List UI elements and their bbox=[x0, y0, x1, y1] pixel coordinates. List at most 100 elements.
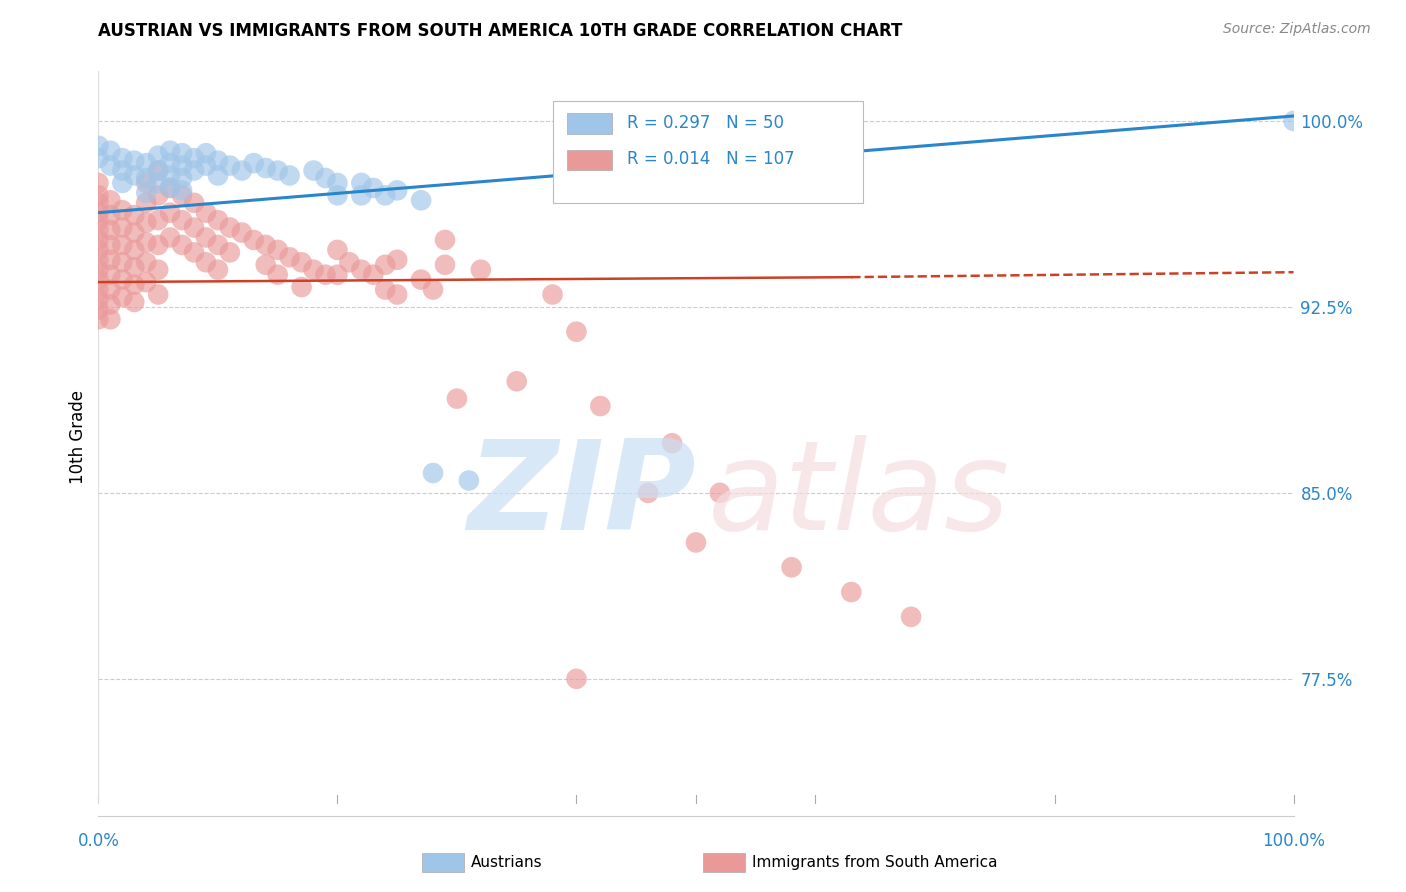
Point bbox=[172, 146, 194, 161]
Point bbox=[194, 205, 218, 219]
Point bbox=[900, 610, 922, 624]
Point bbox=[148, 176, 170, 190]
Point bbox=[350, 176, 373, 190]
Point bbox=[87, 223, 110, 237]
Point bbox=[194, 146, 218, 161]
Point bbox=[315, 171, 337, 186]
Point bbox=[87, 151, 110, 165]
Text: ZIP: ZIP bbox=[467, 435, 696, 556]
Point bbox=[339, 255, 360, 269]
Text: 100.0%: 100.0% bbox=[1263, 832, 1324, 850]
Point bbox=[302, 163, 325, 178]
Point bbox=[446, 392, 468, 406]
Text: Austrians: Austrians bbox=[471, 855, 543, 870]
Text: AUSTRIAN VS IMMIGRANTS FROM SOUTH AMERICA 10TH GRADE CORRELATION CHART: AUSTRIAN VS IMMIGRANTS FROM SOUTH AMERIC… bbox=[98, 22, 903, 40]
Point bbox=[124, 169, 146, 183]
Text: R = 0.297   N = 50: R = 0.297 N = 50 bbox=[627, 113, 783, 131]
Point bbox=[159, 156, 181, 170]
Point bbox=[374, 283, 396, 297]
Point bbox=[254, 258, 277, 272]
Point bbox=[87, 262, 110, 277]
Point bbox=[267, 243, 290, 257]
FancyBboxPatch shape bbox=[567, 113, 613, 134]
Point bbox=[159, 181, 181, 195]
Point bbox=[326, 268, 349, 282]
Point bbox=[207, 238, 229, 252]
Text: 0.0%: 0.0% bbox=[77, 832, 120, 850]
Point bbox=[87, 233, 110, 247]
Point bbox=[278, 250, 301, 264]
Point bbox=[87, 252, 110, 267]
Text: R = 0.014   N = 107: R = 0.014 N = 107 bbox=[627, 150, 794, 168]
Point bbox=[148, 213, 170, 227]
Point bbox=[231, 226, 253, 240]
Point bbox=[385, 287, 409, 301]
Point bbox=[363, 268, 385, 282]
Point bbox=[111, 272, 134, 286]
Point bbox=[291, 280, 314, 294]
Point bbox=[661, 436, 683, 450]
Point bbox=[87, 138, 110, 153]
Text: Source: ZipAtlas.com: Source: ZipAtlas.com bbox=[1223, 22, 1371, 37]
Point bbox=[385, 183, 409, 197]
Point bbox=[278, 169, 301, 183]
Point bbox=[172, 188, 194, 202]
Point bbox=[541, 287, 564, 301]
Point bbox=[98, 159, 122, 173]
Point bbox=[350, 262, 373, 277]
Point bbox=[326, 188, 349, 202]
Point bbox=[148, 188, 170, 202]
Point bbox=[194, 230, 218, 244]
Point bbox=[124, 295, 146, 310]
Point bbox=[254, 161, 277, 175]
Point bbox=[148, 163, 170, 178]
Point bbox=[87, 283, 110, 297]
Point bbox=[267, 268, 290, 282]
Point bbox=[98, 223, 122, 237]
Point bbox=[231, 163, 253, 178]
Point bbox=[302, 262, 325, 277]
Y-axis label: 10th Grade: 10th Grade bbox=[69, 390, 87, 484]
Point bbox=[243, 156, 266, 170]
Point bbox=[87, 195, 110, 210]
Point bbox=[87, 302, 110, 317]
Point bbox=[148, 149, 170, 163]
Point bbox=[124, 243, 146, 257]
Point bbox=[98, 283, 122, 297]
Point bbox=[458, 474, 481, 488]
Point bbox=[159, 181, 181, 195]
Point bbox=[363, 181, 385, 195]
Point bbox=[207, 169, 229, 183]
Point bbox=[111, 220, 134, 235]
Point bbox=[207, 213, 229, 227]
Point bbox=[326, 176, 349, 190]
Point bbox=[159, 205, 181, 219]
Point bbox=[135, 195, 157, 210]
Point bbox=[87, 312, 110, 326]
Point bbox=[111, 163, 134, 178]
Point bbox=[98, 252, 122, 267]
Point bbox=[565, 325, 588, 339]
Point bbox=[326, 243, 349, 257]
Point bbox=[111, 176, 134, 190]
Point bbox=[219, 159, 242, 173]
Point bbox=[148, 287, 170, 301]
Point bbox=[709, 486, 731, 500]
Point bbox=[422, 466, 444, 480]
Point bbox=[98, 238, 122, 252]
Point bbox=[124, 260, 146, 275]
Point bbox=[87, 243, 110, 257]
Point bbox=[1282, 114, 1305, 128]
Point bbox=[98, 194, 122, 208]
Point bbox=[87, 272, 110, 286]
Point bbox=[411, 272, 433, 286]
Point bbox=[385, 252, 409, 267]
Point bbox=[87, 176, 110, 190]
Point bbox=[98, 312, 122, 326]
Point bbox=[315, 268, 337, 282]
Point bbox=[219, 220, 242, 235]
Point bbox=[87, 205, 110, 219]
Point bbox=[183, 163, 205, 178]
Point bbox=[87, 213, 110, 227]
Point bbox=[98, 297, 122, 311]
